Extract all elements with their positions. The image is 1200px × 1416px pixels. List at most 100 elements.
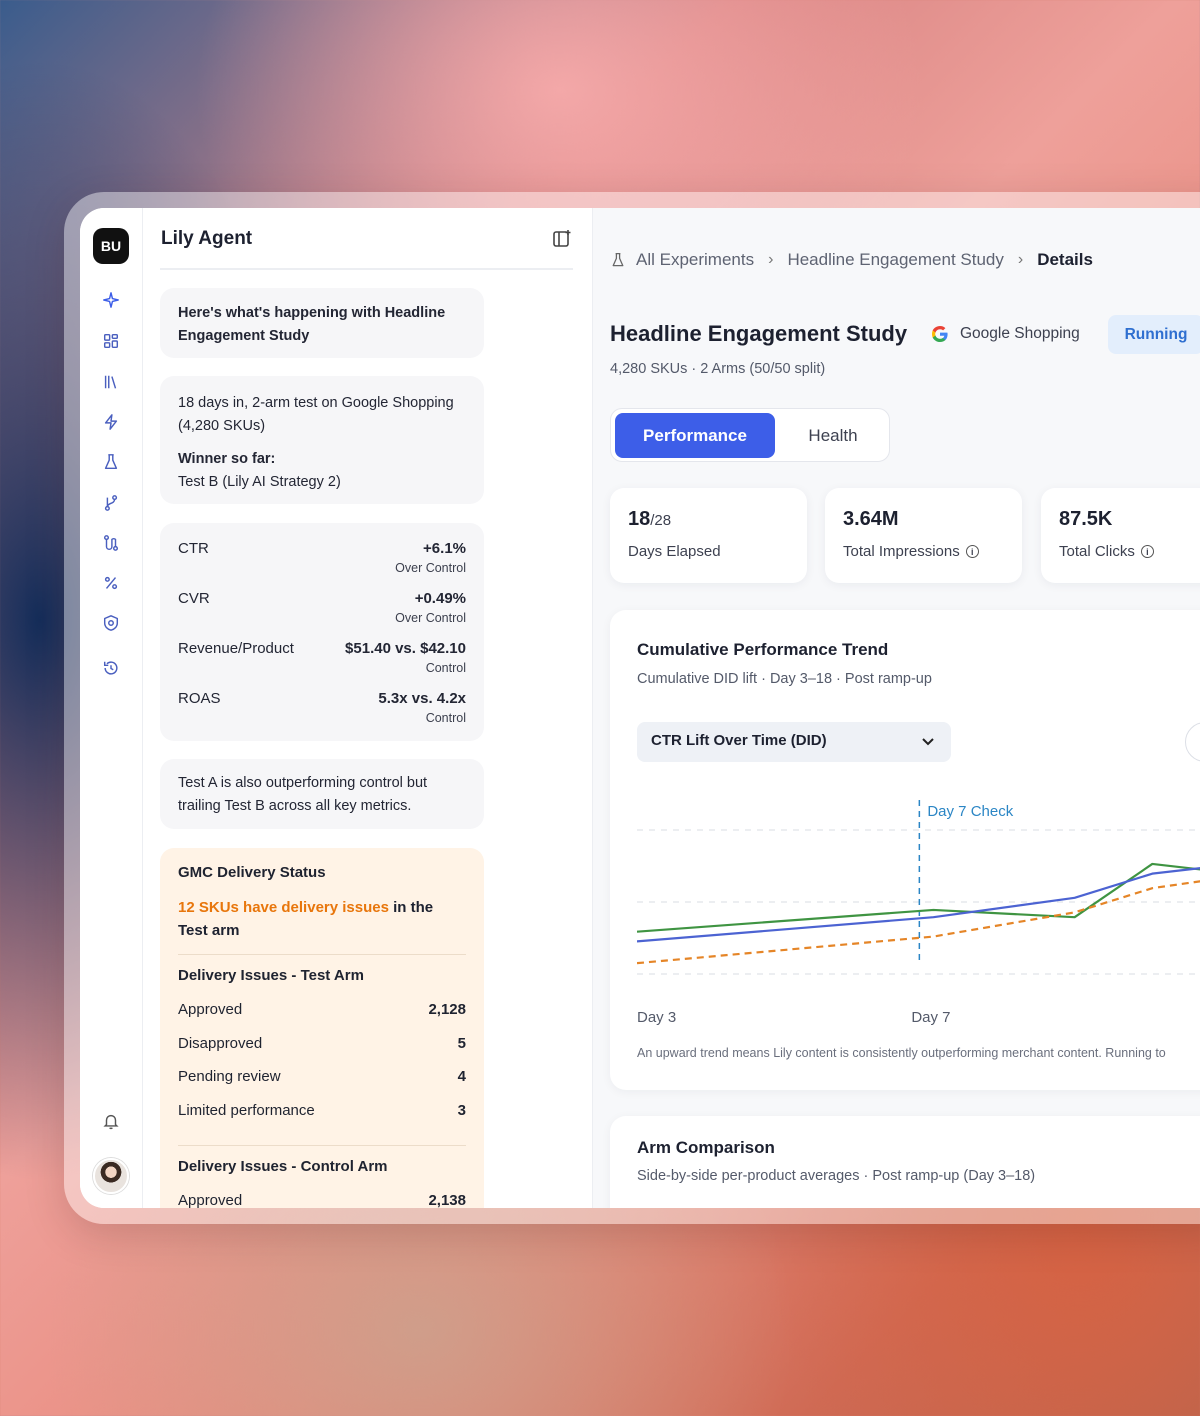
metric-value: +0.49% [414,590,466,607]
agent-summary-card: 18 days in, 2-arm test on Google Shoppin… [160,376,484,504]
history-icon[interactable] [100,657,122,679]
breadcrumb-all-experiments[interactable]: All Experiments [636,250,755,269]
info-icon[interactable]: i [1140,545,1154,558]
breadcrumb-study[interactable]: Headline Engagement Study [787,250,1004,269]
delivery-label: Limited performance [178,1101,315,1119]
delivery-label: Pending review [178,1068,281,1086]
delivery-row: Approved 2,138 [178,1190,466,1208]
metric-label: CTR [178,540,209,557]
icon-rail: BU [80,208,143,1208]
series-line-3 [637,880,1200,965]
channel-label: Google Shopping [930,324,1080,344]
summary-text: 18 days in, 2-arm test on Google Shoppin… [178,395,454,434]
chevron-down-icon [922,738,934,746]
app-window: BU [80,208,1200,1208]
arm-title: Arm Comparison [637,1138,775,1157]
stat-label: Days Elapsed [628,543,721,560]
tab-performance[interactable]: Performance [615,413,775,458]
main-content: All Experiments › Headline Engagement St… [593,208,1200,1208]
metric-value: +6.1% [423,540,466,557]
percent-icon[interactable] [100,572,122,594]
control-arm-title: Delivery Issues - Control Arm [178,1158,388,1176]
breadcrumb-current: Details [1037,250,1093,269]
gmc-warning-rest: in the Test arm [178,899,434,939]
day7-annotation: Day 7 Check [927,803,1013,820]
metrics-card: CTR +6.1% Over Control CVR +0.49% Over C… [160,523,484,741]
chevron-right-icon: › [1017,251,1024,268]
arm-subtitle: Side-by-side per-product averages · Post… [637,1168,1036,1184]
chevron-right-icon: › [768,251,774,268]
delivery-value: 4 [457,1068,466,1086]
agent-header: Lily Agent [160,208,573,270]
delivery-row: Limited performance 3 [178,1100,466,1134]
new-chat-icon[interactable] [551,228,573,250]
user-avatar[interactable] [93,1158,129,1194]
metric-label: Revenue/Product [178,640,294,657]
agent-note-text: Test A is also outperforming control but… [178,775,428,814]
stat-value: 87.5K [1059,508,1113,530]
stat-value: 3.64M [843,508,899,530]
metric-label: ROAS [178,690,221,707]
library-icon[interactable] [100,371,122,393]
view-tabs: Performance Health [610,408,890,462]
agent-intro-card: Here's what's happening with Headline En… [160,288,484,358]
metric-row-ctr: CTR +6.1% Over Control [178,527,466,577]
agent-note-card: Test A is also outperforming control but… [160,759,484,829]
metric-row-revenue: Revenue/Product $51.40 vs. $42.10 Contro… [178,627,466,677]
breadcrumb: All Experiments › Headline Engagement St… [610,250,1093,270]
winner-label: Winner so far: [178,451,276,467]
metric-row-roas: ROAS 5.3x vs. 4.2x Control [178,677,466,727]
trend-title: Cumulative Performance Trend [637,640,889,659]
metric-sub: Control [425,711,466,725]
delivery-value: 2,138 [428,1192,466,1208]
flask-icon[interactable] [100,451,122,473]
x-tick-label: Day 3 [637,1009,676,1026]
gmc-title: GMC Delivery Status [178,864,326,881]
chart-option-button[interactable] [1185,722,1200,762]
stat-suffix: /28 [650,512,672,529]
stat-label: Total Impressions [843,543,960,560]
bell-icon[interactable] [100,1110,122,1132]
divider [178,954,466,955]
google-icon [932,326,948,342]
delivery-row: Disapproved 5 [178,1033,466,1067]
metric-value: 5.3x vs. 4.2x [378,690,466,707]
dropdown-value: CTR Lift Over Time (DID) [651,732,827,749]
stat-days-elapsed: 18/28 Days Elapsed [610,488,807,583]
metric-row-cvr: CVR +0.49% Over Control [178,577,466,627]
info-icon[interactable]: i [965,545,979,558]
agent-title: Lily Agent [161,228,253,249]
workspace-avatar[interactable]: BU [93,228,129,264]
gmc-warning: 12 SKUs have delivery issues in the Test… [178,896,466,942]
trend-subtitle: Cumulative DID lift · Day 3–18 · Post ra… [637,671,932,687]
page-title: Headline Engagement Study [610,321,908,346]
agent-intro-text: Here's what's happening with Headline En… [178,305,446,344]
sparkle-icon[interactable] [100,289,122,311]
branch-icon[interactable] [100,492,122,514]
flask-icon [612,252,624,267]
agent-panel: Lily Agent Here's what's happening with … [144,208,593,1208]
tab-health[interactable]: Health [808,425,858,445]
delivery-label: Disapproved [178,1034,263,1052]
test-arm-title: Delivery Issues - Test Arm [178,967,364,984]
shield-icon[interactable] [100,612,122,634]
delivery-value: 2,128 [428,1001,466,1018]
gmc-status-card: GMC Delivery Status 12 SKUs have deliver… [160,848,484,1208]
gmc-warning-highlight: 12 SKUs have delivery issues [178,899,389,916]
route-icon[interactable] [100,532,122,554]
x-tick-label: Day 7 [911,1009,950,1026]
arm-comparison-panel: Arm Comparison Side-by-side per-product … [610,1116,1200,1208]
stat-value: 18 [628,508,651,530]
status-badge: Running [1108,315,1200,354]
lightning-icon[interactable] [100,411,122,433]
series-line-2 [637,867,1200,943]
delivery-value: 3 [457,1101,466,1119]
trend-panel: Cumulative Performance Trend Cumulative … [610,610,1200,1090]
divider [178,1145,466,1147]
grid-icon[interactable] [100,330,122,352]
delivery-value: 5 [457,1034,466,1052]
metric-sub: Over Control [395,611,466,625]
stat-total-clicks: 87.5K Total Clicks i [1041,488,1200,583]
stat-label: Total Clicks [1059,543,1135,560]
metric-dropdown[interactable]: CTR Lift Over Time (DID) [637,722,951,762]
